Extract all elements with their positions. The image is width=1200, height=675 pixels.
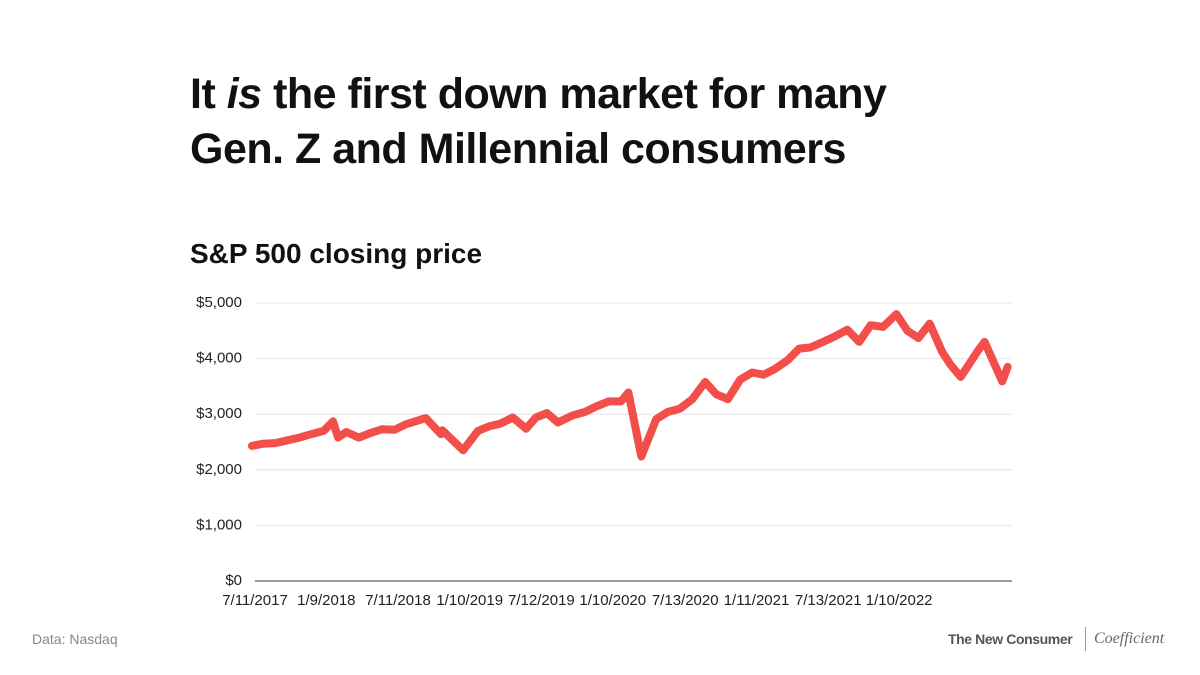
y-tick-label: $4,000: [196, 350, 242, 367]
divider: [1085, 627, 1086, 651]
x-tick-label: 1/10/2022: [866, 592, 933, 609]
title-line: Gen. Z and Millennial consumers: [190, 125, 846, 173]
x-tick-label: 1/9/2018: [297, 592, 355, 609]
y-tick-label: $5,000: [196, 294, 242, 311]
source: Data: Nasdaq: [32, 631, 118, 647]
x-tick-label: 7/13/2020: [652, 592, 719, 609]
price-line: [247, 310, 1012, 461]
y-tick-label: $2,000: [196, 461, 242, 478]
x-tick-label: 1/11/2021: [724, 592, 790, 609]
x-tick-label: 7/11/2017: [222, 592, 288, 609]
title-emphasis: is: [226, 70, 262, 118]
title-part: It: [190, 70, 216, 118]
y-tick-label: $3,000: [196, 405, 242, 422]
x-tick-label: 1/10/2020: [579, 592, 646, 609]
x-tick-label: 7/12/2019: [508, 592, 575, 609]
brand: The New Consumer: [948, 631, 1073, 647]
chart-title: S&P 500 closing price: [190, 238, 483, 269]
partner: Coefficient: [1094, 630, 1165, 647]
y-tick-label: $1,000: [196, 516, 242, 533]
y-tick-label: $0: [225, 572, 242, 589]
title-part: the first down market for many: [273, 70, 887, 118]
title-line: It is the first down market for many: [190, 70, 887, 119]
x-tick-label: 7/13/2021: [795, 592, 862, 609]
x-tick-label: 1/10/2019: [436, 592, 503, 609]
x-tick-label: 7/11/2018: [365, 592, 431, 609]
